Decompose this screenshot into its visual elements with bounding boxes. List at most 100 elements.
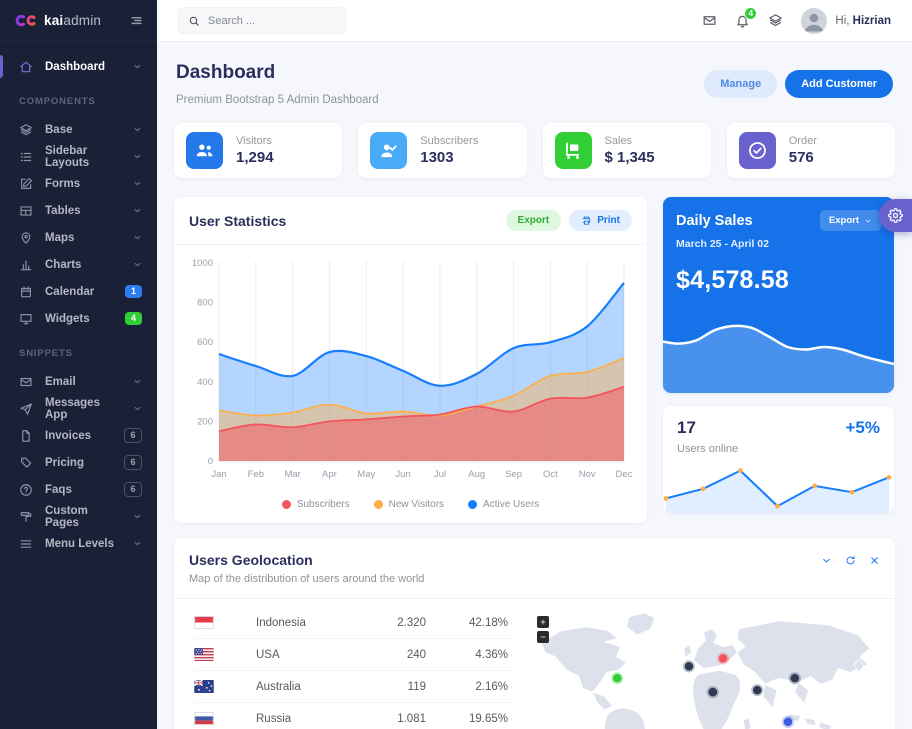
sidebar-item-messages-app[interactable]: Messages App: [0, 395, 157, 422]
geo-row-indonesia: Indonesia 2.320 42.18%: [194, 607, 514, 639]
chevron-down-icon: [133, 179, 142, 188]
geo-country: Australia: [256, 680, 301, 693]
geo-row-australia: Australia 119 2.16%: [194, 671, 514, 703]
charts-row: User Statistics Export Print Jan Feb Mar Ap…: [174, 197, 895, 523]
sidebar-item-invoices[interactable]: Invoices 6: [0, 422, 157, 449]
close-card-icon[interactable]: [869, 555, 880, 566]
sidebar-count-badge: 1: [124, 284, 142, 299]
theme-settings-button[interactable]: [879, 199, 912, 232]
sidebar-item-label: Custom Pages: [45, 504, 88, 529]
sidebar-item-menu-levels[interactable]: Menu Levels: [0, 530, 157, 557]
users-geolocation-card: Users Geolocation Map of the distributio…: [174, 538, 895, 729]
main-area: 4 Hi, Hizrian Dashboard Premium Bootstra…: [157, 0, 912, 729]
map-marker-indonesia[interactable]: [781, 715, 795, 728]
sidebar-count-badge: 6: [123, 482, 142, 497]
sidebar-item-widgets[interactable]: Widgets 4: [0, 305, 157, 332]
chevron-down-icon: [133, 62, 142, 71]
collapse-card-icon[interactable]: [821, 555, 832, 566]
sidebar-item-dashboard[interactable]: Dashboard: [0, 53, 157, 80]
sidebar-item-pricing[interactable]: Pricing 6: [0, 449, 157, 476]
paper-plane-icon: [19, 402, 33, 416]
brand-logo-icon: [13, 13, 37, 28]
svg-text:Jun: Jun: [395, 469, 410, 480]
export-button[interactable]: Export: [505, 210, 562, 231]
page-subtitle: Premium Bootstrap 5 Admin Dashboard: [176, 94, 379, 106]
sidebar-item-label: Messages App: [45, 396, 100, 421]
map-pin-icon: [19, 231, 33, 245]
daily-sales-export-button[interactable]: Export: [819, 210, 881, 231]
chevron-down-icon: [133, 512, 142, 521]
sidebar-item-label: Menu Levels: [45, 537, 115, 550]
search-box[interactable]: [178, 7, 346, 34]
legend-label: Active Users: [483, 499, 540, 510]
legend-item-subscribers[interactable]: Subscribers: [281, 499, 350, 510]
map-marker-north-america[interactable]: [611, 672, 624, 685]
sidebar-item-faqs[interactable]: Faqs 6: [0, 476, 157, 503]
flag-id-icon: [194, 616, 256, 629]
sidebar-item-charts[interactable]: Charts: [0, 251, 157, 278]
daily-sales-card: Daily Sales Export March 25 - April 02 $…: [663, 197, 894, 393]
layers-icon: [19, 123, 33, 137]
avatar: [801, 7, 828, 34]
add-customer-button[interactable]: Add Customer: [785, 70, 893, 98]
map-marker-russia[interactable]: [716, 652, 730, 665]
sidebar-item-custom-pages[interactable]: Custom Pages: [0, 503, 157, 530]
pen-square-icon: [19, 177, 33, 191]
sidebar-item-label: Sidebar Layouts: [45, 144, 90, 169]
map-marker-uk[interactable]: [682, 660, 696, 673]
sidebar-item-label: Invoices: [45, 429, 92, 442]
map-zoom-out-button[interactable]: [537, 631, 549, 643]
envelope-icon: [19, 375, 33, 389]
chevron-down-icon: [133, 125, 142, 134]
sidebar-toggle-icon[interactable]: [129, 13, 144, 28]
notifications-icon[interactable]: 4: [735, 7, 758, 28]
map-zoom-in-button[interactable]: [537, 616, 549, 628]
legend-item-active-users[interactable]: Active Users: [468, 499, 539, 510]
brand-name[interactable]: kaiadmin: [44, 13, 102, 28]
stat-card-sales: Sales $ 1,345: [542, 123, 711, 178]
messages-icon[interactable]: [702, 13, 717, 28]
sidebar-count-badge: 4: [124, 311, 142, 326]
quick-actions-icon[interactable]: [768, 13, 783, 28]
geo-row-usa: USA 240 4.36%: [194, 639, 514, 671]
sidebar-item-sidebar-layouts[interactable]: Sidebar Layouts: [0, 143, 157, 170]
world-map[interactable]: [530, 609, 882, 729]
print-button[interactable]: Print: [569, 210, 632, 231]
legend-item-new-visitors[interactable]: New Visitors: [373, 499, 444, 510]
flag-au-icon: [194, 680, 256, 693]
flag-ru-icon: [194, 712, 256, 725]
sidebar-item-email[interactable]: Email: [0, 368, 157, 395]
sidebar-section-label: COMPONENTS: [19, 96, 96, 107]
geolocation-table: Indonesia 2.320 42.18% USA 240 4.36% Australia…: [174, 603, 522, 729]
sidebar-item-tables[interactable]: Tables: [0, 197, 157, 224]
svg-text:Dec: Dec: [616, 469, 632, 480]
topbar-actions: 4 Hi, Hizrian: [702, 7, 891, 34]
stat-value: 576: [788, 149, 814, 166]
map-marker-china[interactable]: [788, 672, 801, 685]
sidebar-nav: Dashboard COMPONENTS Base Sidebar Layouts Fo…: [0, 42, 157, 557]
sidebar-item-base[interactable]: Base: [0, 116, 157, 143]
user-statistics-card: User Statistics Export Print Jan Feb Mar Ap…: [174, 197, 647, 523]
map-marker-egypt[interactable]: [706, 686, 719, 699]
chevron-down-icon: [133, 206, 142, 215]
sidebar-item-calendar[interactable]: Calendar 1: [0, 278, 157, 305]
svg-text:Jan: Jan: [211, 469, 226, 480]
search-input[interactable]: [208, 14, 336, 27]
manage-button[interactable]: Manage: [704, 70, 778, 98]
flag-us-icon: [194, 648, 256, 661]
sidebar-item-maps[interactable]: Maps: [0, 224, 157, 251]
geolocation-map: [522, 603, 895, 729]
user-menu[interactable]: Hi, Hizrian: [801, 7, 891, 34]
user-statistics-chart: Jan Feb Mar Apr May Jun Jul Aug Sep Oct Nov Dec 0 200…: [174, 245, 647, 490]
map-marker-india[interactable]: [751, 684, 764, 697]
sidebar-item-label: Dashboard: [45, 60, 106, 73]
svg-text:Mar: Mar: [284, 469, 300, 480]
sidebar-item-forms[interactable]: Forms: [0, 170, 157, 197]
chevron-down-icon: [133, 539, 142, 548]
daily-sales-amount: $4,578.58: [676, 266, 790, 294]
refresh-card-icon[interactable]: [845, 555, 856, 566]
svg-text:800: 800: [197, 298, 213, 309]
stat-label: Order: [788, 135, 817, 147]
legend-dot: [373, 500, 383, 509]
svg-text:200: 200: [197, 416, 213, 427]
